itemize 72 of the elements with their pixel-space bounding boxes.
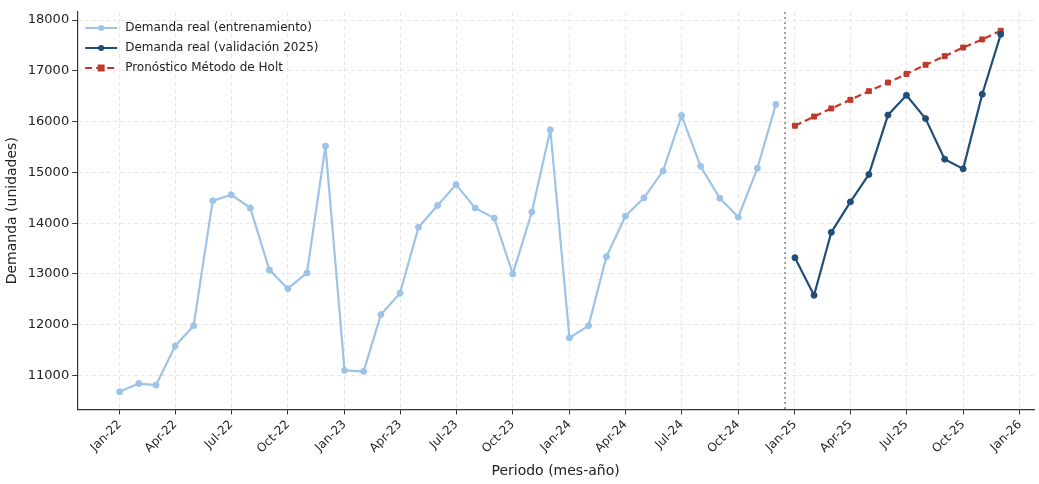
point [565, 334, 573, 342]
point [846, 198, 854, 206]
y-tick-label: 11000 [27, 366, 70, 382]
point [546, 126, 554, 134]
point [960, 44, 967, 51]
point [828, 105, 835, 112]
legend-label: Pronóstico Método de Holt [125, 60, 284, 75]
point [116, 388, 124, 396]
x-axis-title: Periodo (mes-año) [491, 462, 620, 479]
point [697, 162, 705, 170]
point [152, 381, 160, 389]
point [884, 111, 892, 119]
point [734, 213, 742, 221]
point [190, 322, 198, 330]
y-tick-label: 16000 [27, 113, 70, 129]
point [865, 170, 873, 178]
point [396, 289, 404, 297]
point [640, 194, 648, 202]
point [902, 91, 910, 99]
point [434, 201, 442, 209]
point [659, 167, 667, 175]
y-tick-label: 18000 [27, 11, 70, 27]
point [414, 223, 422, 231]
point [827, 228, 835, 236]
point [265, 266, 273, 274]
point [941, 155, 949, 163]
point [865, 88, 872, 95]
point [678, 112, 686, 120]
point [941, 53, 948, 60]
point [978, 90, 986, 98]
point [753, 164, 761, 172]
point [979, 36, 986, 43]
y-tick-label: 17000 [27, 62, 70, 78]
point [847, 96, 854, 103]
point [528, 208, 536, 216]
point [716, 194, 724, 202]
point [471, 204, 479, 212]
point [135, 380, 143, 388]
point [490, 214, 498, 222]
point [997, 30, 1005, 38]
point [209, 197, 217, 205]
y-tick-label: 15000 [27, 163, 70, 179]
point [171, 342, 179, 350]
point [246, 204, 254, 212]
point [452, 181, 460, 189]
point [585, 322, 593, 330]
point [922, 115, 930, 123]
y-axis-title: Demanda (unidades) [3, 137, 20, 285]
point [903, 70, 910, 77]
point [922, 61, 929, 68]
legend-label: Demanda real (entrenamiento) [125, 20, 312, 35]
point [772, 100, 780, 108]
point [321, 142, 329, 150]
point [885, 79, 891, 86]
point [810, 291, 818, 299]
point [791, 122, 798, 129]
y-tick-label: 12000 [27, 316, 70, 332]
y-tick-label: 13000 [27, 265, 70, 281]
point [341, 366, 349, 374]
point [360, 367, 368, 375]
y-tick-label: 14000 [27, 214, 70, 230]
point [622, 212, 630, 220]
point [284, 285, 292, 293]
point [602, 253, 610, 261]
point [227, 191, 235, 199]
point [811, 113, 818, 120]
point [791, 254, 799, 262]
point [377, 311, 385, 319]
point [509, 270, 517, 278]
legend-label: Demanda real (validación 2025) [125, 40, 319, 55]
point [959, 165, 967, 173]
point [303, 269, 311, 277]
